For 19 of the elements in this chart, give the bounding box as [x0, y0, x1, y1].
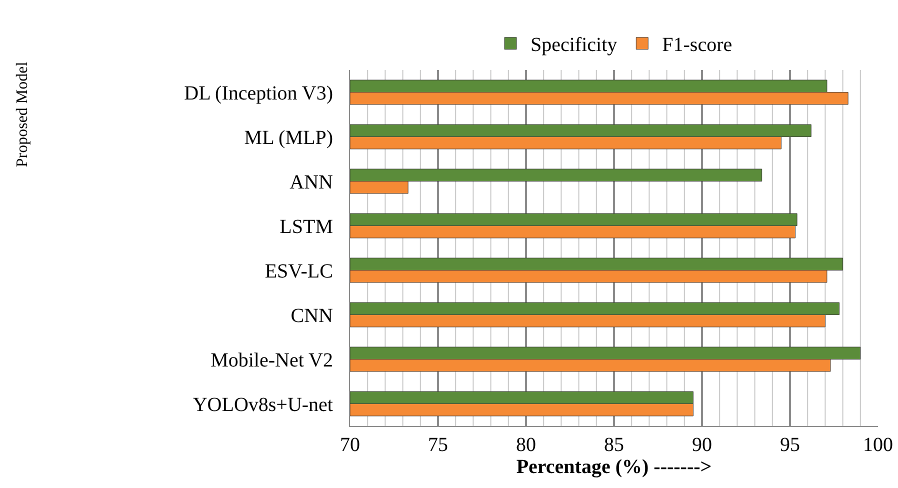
y-tick-label: CNN [290, 304, 333, 327]
x-tick-label: 100 [863, 434, 893, 456]
x-tick-label: 95 [780, 434, 800, 456]
x-tick-label: 70 [340, 434, 360, 456]
y-tick-label: ESV-LC [264, 260, 333, 282]
y-tick-label: DL (Inception V3) [184, 82, 333, 104]
y-tick-label: Mobile-Net V2 [210, 349, 333, 372]
x-tick-label: 75 [428, 434, 448, 456]
legend-label: Specificity [530, 34, 618, 56]
x-axis-title: Percentage (%) -------> [516, 456, 712, 478]
legend-label: F1-score [662, 34, 732, 56]
y-tick-label: YOLOv8s+U-net [192, 394, 334, 416]
x-tick-label: 90 [692, 434, 712, 456]
x-tick-label: 80 [516, 434, 536, 456]
y-tick-label: ANN [290, 171, 333, 194]
y-tick-label: ML (MLP) [244, 126, 333, 149]
text: Proposed Model [14, 61, 32, 168]
x-tick-label: 85 [604, 434, 624, 456]
y-tick-label: LSTM [280, 216, 334, 238]
